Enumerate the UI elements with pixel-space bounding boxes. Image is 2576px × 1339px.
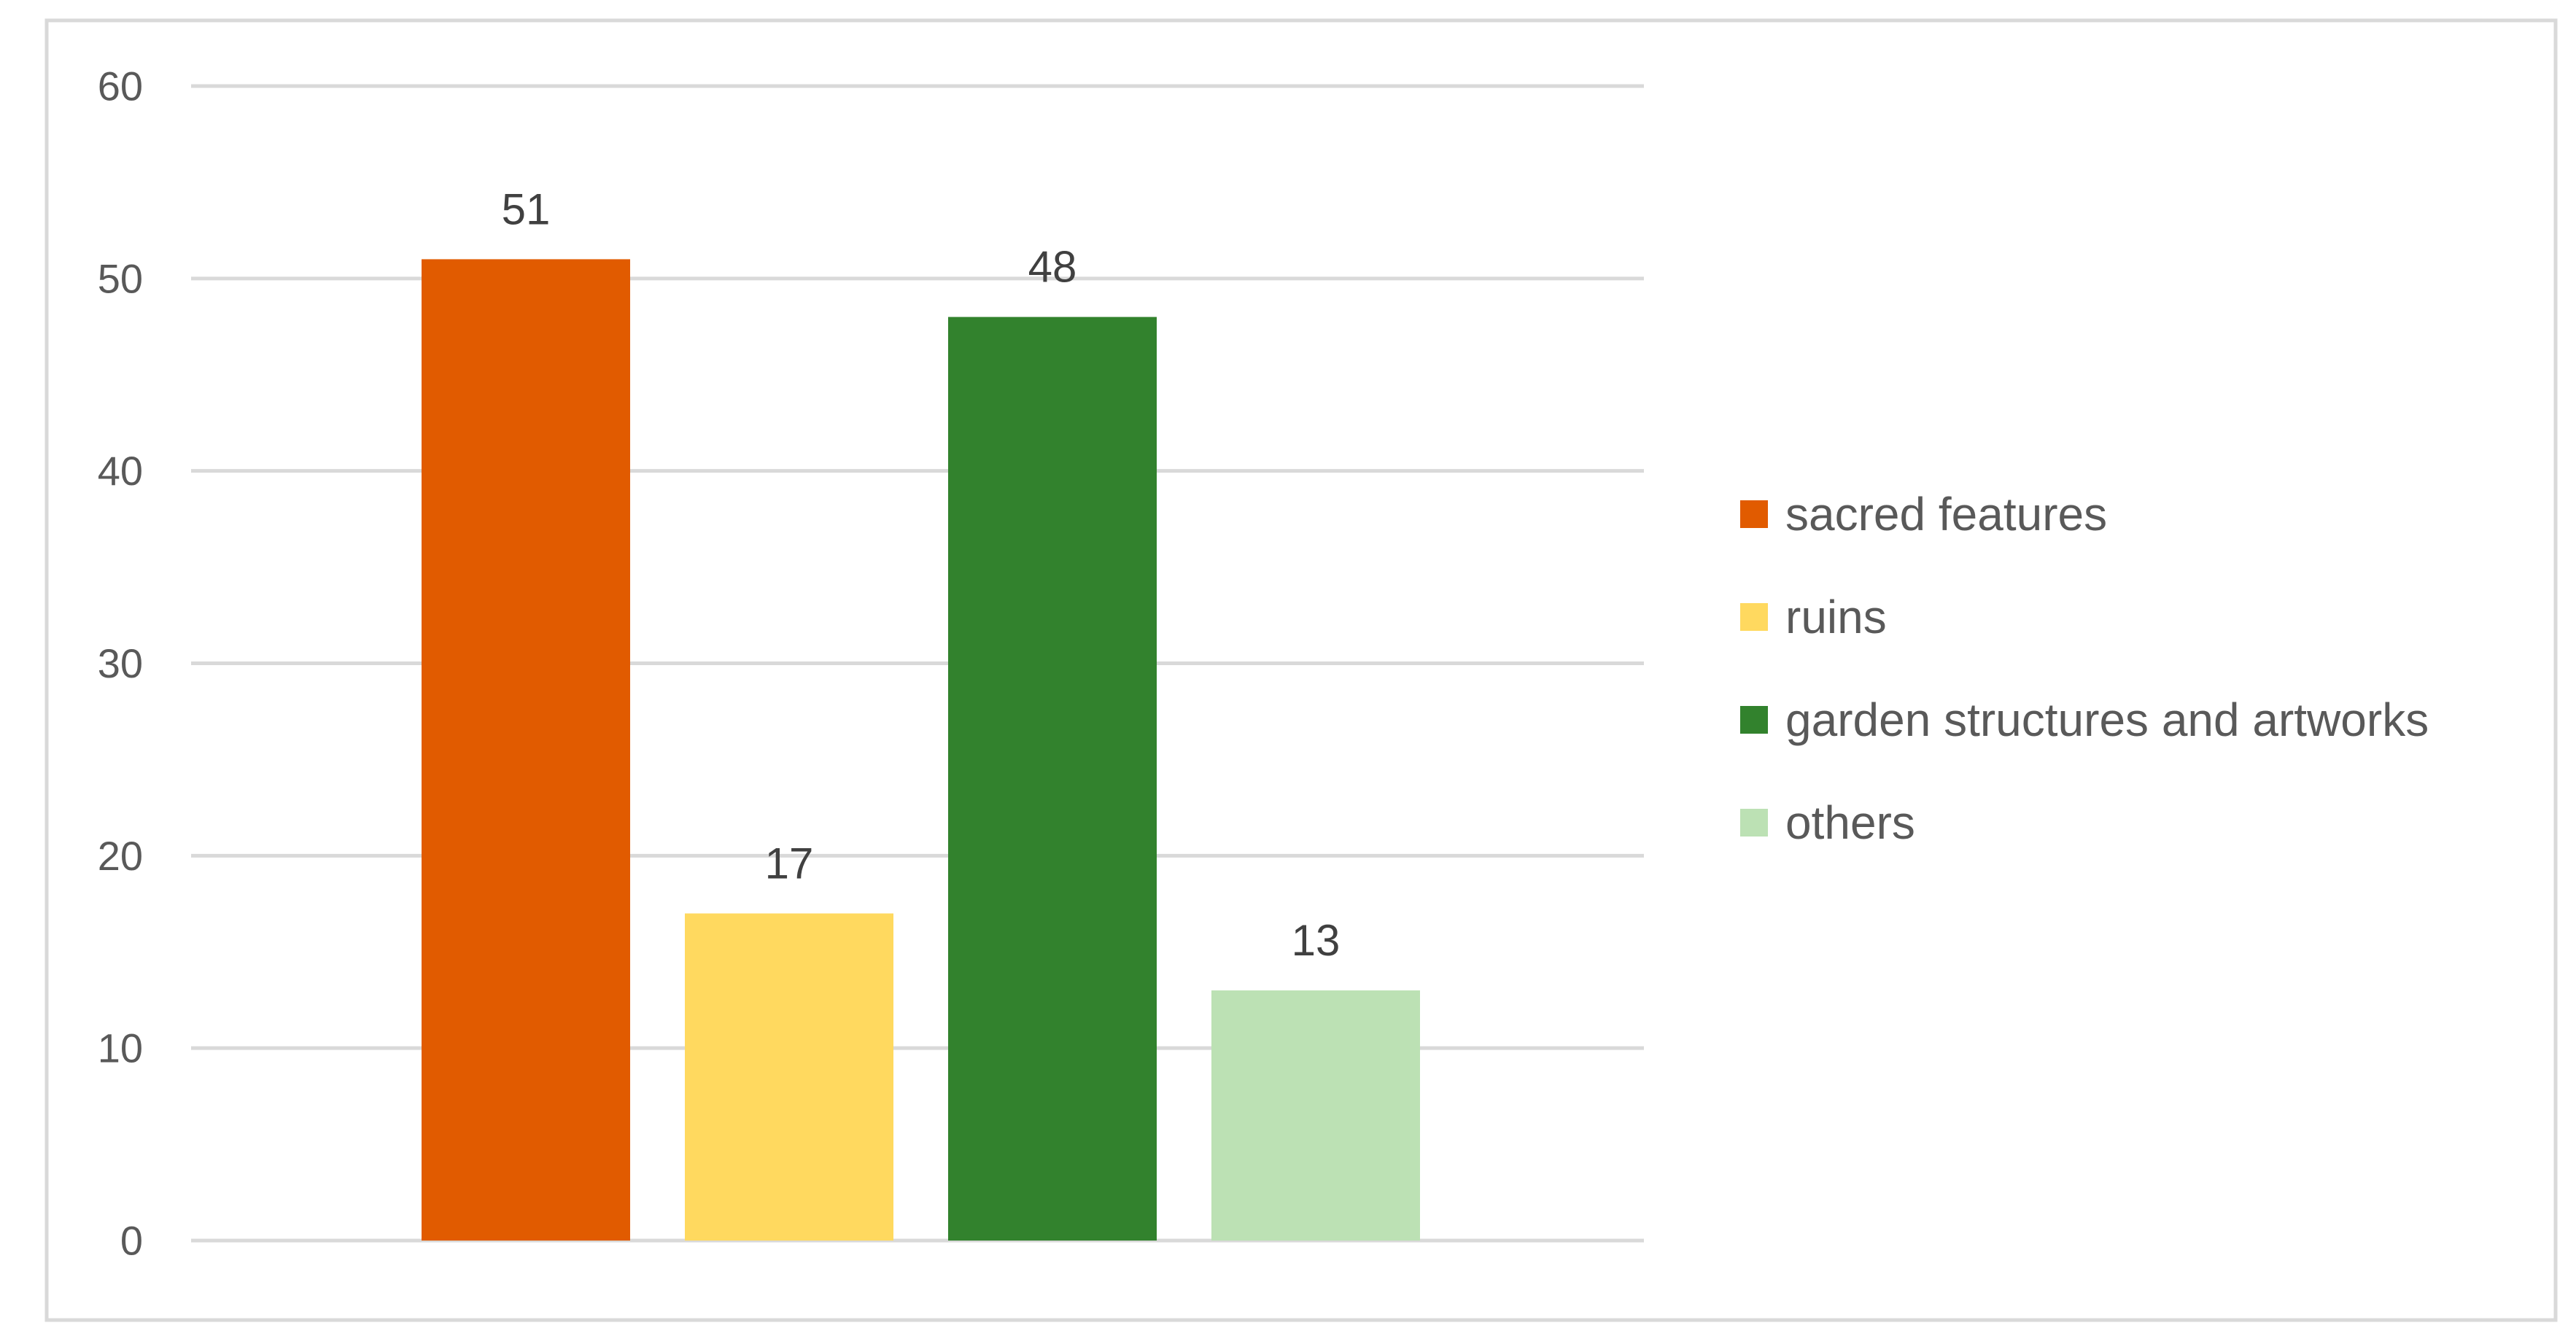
legend-swatch — [1740, 500, 1768, 528]
y-tick-label: 40 — [98, 448, 143, 494]
data-label: 51 — [502, 185, 551, 233]
data-label: 13 — [1292, 916, 1341, 965]
bar-sacred-features — [422, 259, 630, 1241]
legend-swatch — [1740, 603, 1768, 631]
bar-garden-structures-and-artworks — [948, 317, 1157, 1241]
data-label: 17 — [765, 839, 814, 888]
legend-swatch — [1740, 706, 1768, 734]
y-axis-tick-labels: 0 10 20 30 40 50 60 — [98, 63, 143, 1264]
legend-label: garden structures and artworks — [1785, 694, 2429, 746]
bars — [422, 259, 1420, 1241]
y-tick-label: 10 — [98, 1025, 143, 1071]
legend-label: ruins — [1785, 591, 1887, 643]
legend-swatch — [1740, 809, 1768, 837]
data-label: 48 — [1028, 243, 1077, 292]
legend-item: garden structures and artworks — [1740, 694, 2429, 746]
bar-ruins — [685, 913, 893, 1241]
legend-item: ruins — [1740, 591, 1887, 643]
legend-label: others — [1785, 796, 1915, 849]
y-tick-label: 50 — [98, 255, 143, 301]
legend: sacred features ruins garden structures an… — [1740, 488, 2429, 849]
y-tick-label: 20 — [98, 833, 143, 879]
bar-others — [1211, 990, 1420, 1241]
y-tick-label: 0 — [120, 1218, 143, 1264]
legend-label: sacred features — [1785, 488, 2107, 540]
y-tick-label: 60 — [98, 63, 143, 109]
data-labels: 51 17 48 13 — [502, 185, 1341, 965]
legend-item: sacred features — [1740, 488, 2107, 540]
legend-item: others — [1740, 796, 1915, 849]
y-tick-label: 30 — [98, 640, 143, 686]
